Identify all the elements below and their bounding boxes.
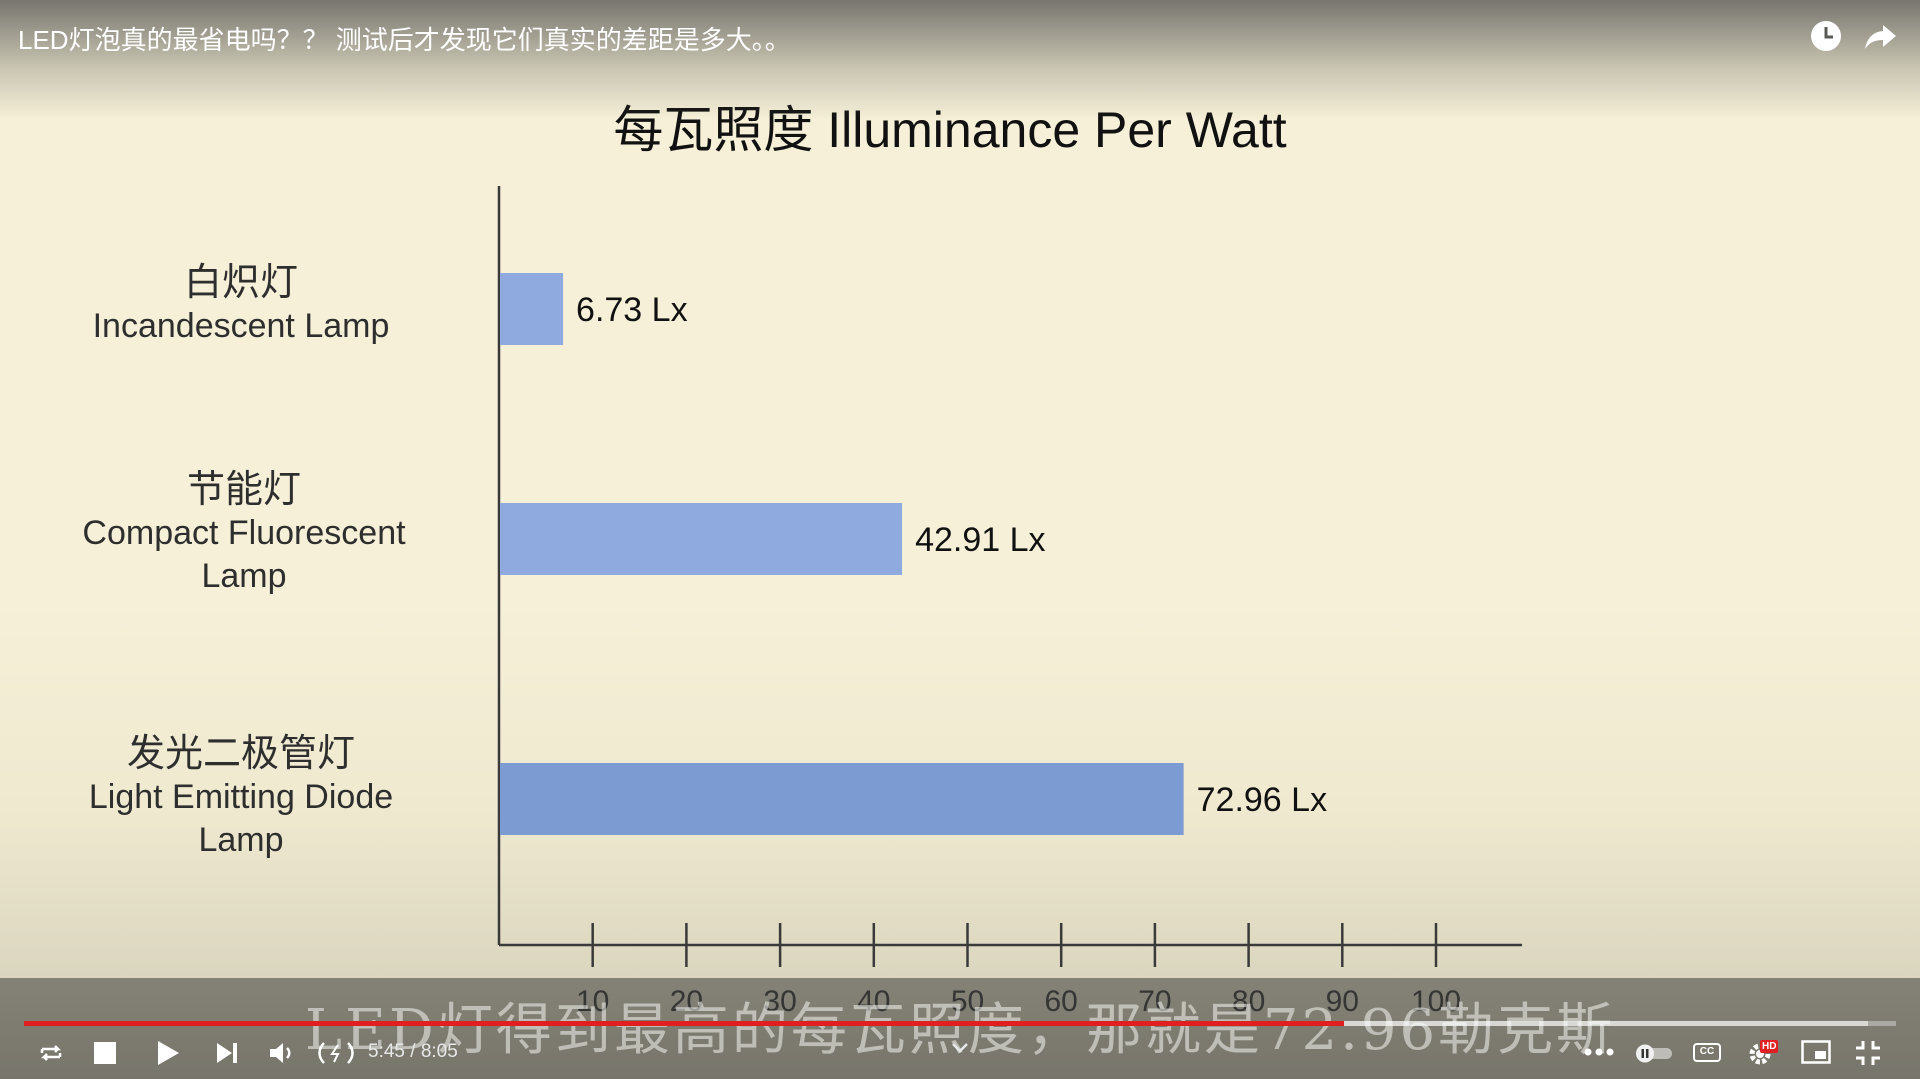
broadcast-icon[interactable] [316,1040,356,1066]
category-label-en2: Lamp [198,821,284,859]
category-label: 节能灯 Compact Fluorescent Lamp [34,469,454,598]
bar-incandescent [500,273,564,345]
stop-icon[interactable] [94,1042,116,1064]
clock-icon[interactable] [1808,18,1844,54]
bar-led [500,763,1184,835]
category-label-en: Incandescent Lamp [92,307,390,345]
skip-next-icon[interactable] [215,1042,239,1064]
category-label-zh: 白炽灯 [183,262,298,304]
share-arrow-icon[interactable] [1862,18,1898,54]
time-total: 8:05 [420,1041,458,1062]
play-icon[interactable] [156,1040,180,1066]
miniplayer-icon[interactable] [1801,1040,1831,1064]
controls-gradient [0,978,1920,1079]
cc-icon[interactable]: CC [1693,1043,1721,1062]
time-display: 5:45 / 8:05 [368,1041,458,1063]
volume-icon[interactable] [268,1040,296,1066]
category-label-zh: 发光二极管灯 [126,733,355,775]
top-gradient [0,0,1920,120]
exit-fullscreen-icon[interactable] [1855,1040,1881,1066]
category-label: 发光二极管灯 Light Emitting Diode Lamp [31,733,451,862]
category-label: 白炽灯 Incandescent Lamp [31,262,451,348]
autoplay-toggle-icon[interactable] [1634,1042,1674,1064]
more-dots-icon[interactable] [1584,1046,1614,1058]
loop-icon[interactable] [38,1040,64,1066]
time-current: 5:45 [368,1041,405,1062]
category-label-en: Light Emitting Diode [88,778,394,816]
data-label: 72.96 Lx [1197,781,1327,819]
category-label-zh: 节能灯 [186,469,301,511]
progress-bar[interactable] [24,1021,1896,1026]
video-title[interactable]: LED灯泡真的最省电吗？？ 测试后才发现它们真实的差距是多大。。 [18,25,791,55]
category-label-en2: Lamp [201,557,287,595]
hd-badge: HD [1760,1040,1779,1053]
category-label-en: Compact Fluorescent [82,514,406,552]
data-label: 42.91 Lx [915,521,1045,559]
progress-played [24,1021,1344,1026]
settings-gear-icon[interactable]: HD [1747,1038,1783,1068]
bar-compact-fluorescent [500,503,903,575]
time-separator: / [404,1041,421,1062]
chevron-down-icon[interactable] [951,1042,969,1054]
subtitle-caption: LED灯得到最高的每瓦照度，那就是72.96勒克斯 [304,998,1616,1063]
data-label: 6.73 Lx [576,291,688,329]
